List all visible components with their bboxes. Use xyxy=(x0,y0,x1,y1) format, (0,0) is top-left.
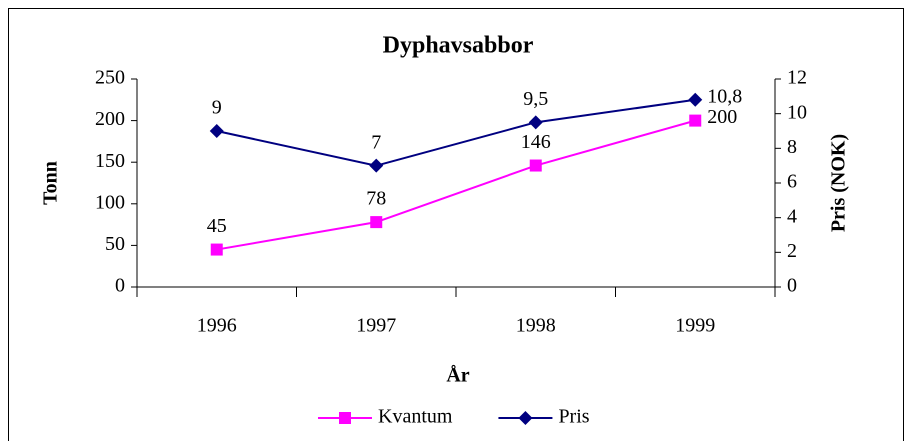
marker xyxy=(210,243,223,256)
y-tick-label: 200 xyxy=(95,108,125,130)
data-label: 200 xyxy=(707,106,737,128)
y-tick-label: 100 xyxy=(95,191,125,213)
y-tick-label: 0 xyxy=(115,275,125,297)
chart-border xyxy=(8,8,904,446)
marker xyxy=(689,114,702,127)
data-label: 146 xyxy=(521,131,551,153)
x-axis-label: År xyxy=(446,364,469,387)
marker xyxy=(688,92,703,107)
data-label: 10,8 xyxy=(707,85,742,107)
y-tick-label: 50 xyxy=(105,233,125,255)
data-label: 78 xyxy=(366,188,386,210)
y2-axis-label: Pris (NOK) xyxy=(828,134,850,232)
marker xyxy=(518,411,533,425)
x-tick-label: 1997 xyxy=(356,315,396,337)
y2-tick-label: 8 xyxy=(787,136,797,158)
y-tick-label: 250 xyxy=(95,67,125,89)
series-line xyxy=(216,119,696,251)
y2-tick-label: 0 xyxy=(787,275,797,297)
data-label: 7 xyxy=(371,131,381,153)
data-label: 9 xyxy=(212,97,222,119)
marker xyxy=(339,412,351,424)
x-tick-label: 1996 xyxy=(197,315,237,337)
y-tick-label: 150 xyxy=(95,150,125,172)
marker xyxy=(529,159,542,172)
x-tick-label: 1998 xyxy=(516,315,556,337)
chart-title: Dyphavsabbor xyxy=(383,33,534,59)
y2-tick-label: 4 xyxy=(787,205,797,227)
marker xyxy=(370,216,383,229)
y2-tick-label: 10 xyxy=(787,101,807,123)
y2-tick-label: 6 xyxy=(787,171,797,193)
marker xyxy=(528,115,543,130)
y-axis-label: Tonn xyxy=(40,161,62,205)
marker xyxy=(369,158,384,173)
x-tick-label: 1999 xyxy=(675,315,715,337)
marker xyxy=(209,124,224,138)
y2-tick-label: 12 xyxy=(787,67,807,89)
legend-label: Pris xyxy=(558,406,589,428)
y2-tick-label: 2 xyxy=(787,240,797,262)
legend-label: Kvantum xyxy=(378,406,453,428)
data-label: 45 xyxy=(207,215,227,237)
series-line xyxy=(216,98,696,167)
data-label: 9,5 xyxy=(523,88,548,110)
